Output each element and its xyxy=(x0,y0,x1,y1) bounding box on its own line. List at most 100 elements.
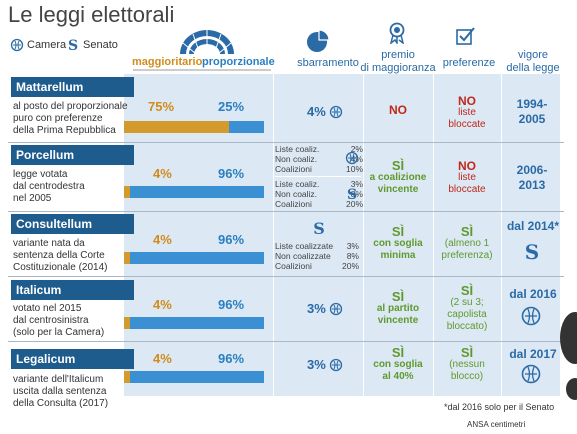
header-vigore-line1: vigore xyxy=(518,49,548,61)
sbarramento-senato-list: Liste coaliz. 3% Non coaliz. 8% Coalizioni… xyxy=(275,179,363,209)
row-separator xyxy=(8,211,564,212)
checkbox-icon xyxy=(456,27,475,45)
law-desc-mattarellum: al posto del proporzionale puro con pref… xyxy=(13,101,141,137)
pref-detail: liste xyxy=(458,172,476,183)
sb-line: Liste coaliz. 2% xyxy=(275,144,363,154)
premio-answer: SÌ xyxy=(391,345,405,360)
premio-answer: SÌ xyxy=(391,158,405,173)
desc-line: della Consulta (2017) xyxy=(13,398,109,409)
sbarramento-value: 3% xyxy=(307,357,343,372)
premio-answer: SÌ xyxy=(391,224,405,239)
vigore-cell: 2006- 2013 xyxy=(504,163,560,193)
preferenze-cell: SÌ (2 su 3; capolista bloccato) xyxy=(433,284,501,333)
desc-line: votato nel 2015 xyxy=(13,303,82,314)
pref-detail: blocco) xyxy=(450,371,484,382)
desc-line: dal centrodestra xyxy=(13,181,85,192)
decorative-blob xyxy=(566,378,577,400)
pct-maggioritario: 4% xyxy=(153,232,172,247)
split-bar xyxy=(124,186,264,198)
bar-fill-maggioritario xyxy=(124,317,130,329)
desc-line: Costituzionale (2014) xyxy=(13,262,108,273)
senato-icon: S xyxy=(313,219,325,237)
premio-cell: SÌ con soglia minima xyxy=(365,224,431,262)
camera-icon xyxy=(10,38,24,52)
footnote: *dal 2016 solo per il Senato xyxy=(444,402,555,412)
pref-detail: bloccate xyxy=(448,184,486,195)
legend-camera-label: Camera xyxy=(27,39,67,51)
pref-answer: SÌ xyxy=(460,345,474,360)
col-divider-4 xyxy=(501,74,502,396)
camera-icon xyxy=(329,358,342,371)
header-preferenze: preferenze xyxy=(442,57,496,69)
sbarramento-pct: 3% xyxy=(307,357,326,372)
header-premio-line2: di maggioranza xyxy=(360,62,436,74)
pref-answer: SÌ xyxy=(460,224,474,239)
header-premio-line1: premio xyxy=(381,49,415,61)
preferenze-cell: NO liste bloccate xyxy=(433,95,501,131)
credits: ANSA centimetri xyxy=(467,420,526,429)
vigore-line: dal 2016 xyxy=(509,287,557,301)
pct-maggioritario: 4% xyxy=(153,166,172,181)
sbarramento-value: 4% xyxy=(307,104,343,119)
preferenze-cell: NO liste bloccate xyxy=(433,160,501,196)
sb-line: Non coaliz. 8% xyxy=(275,189,363,199)
pie-chart-icon xyxy=(307,29,330,52)
law-desc-legalicum: variante dell'Italicum uscita dalla sent… xyxy=(13,374,141,410)
legend-senato: S Senato xyxy=(66,38,118,52)
desc-line: (solo per la Camera) xyxy=(13,327,105,338)
pct-proporzionale: 25% xyxy=(218,99,245,114)
vigore-cell: dal 2016 xyxy=(502,287,564,302)
desc-line: della Prima Repubblica xyxy=(13,125,116,136)
pref-detail: (almeno 1 xyxy=(444,238,490,249)
pref-detail: liste xyxy=(458,107,476,118)
row-separator xyxy=(8,276,564,277)
decorative-blob xyxy=(560,312,577,364)
desc-line: dal centrosinistra xyxy=(13,315,89,326)
vigore-cell: 1994- 2005 xyxy=(504,97,560,127)
camera-icon xyxy=(329,302,342,315)
col-divider-2 xyxy=(363,74,364,396)
desc-line: sentenza della Corte xyxy=(13,250,105,261)
camera-icon xyxy=(521,306,541,326)
premio-detail: a coalizione xyxy=(369,172,427,183)
desc-line: variante nata da xyxy=(13,238,85,249)
vigore-cell: dal 2017 xyxy=(502,347,564,362)
sb-line: Liste coalizzate 3% xyxy=(275,241,359,251)
camera-icon xyxy=(329,105,342,118)
header-sbarramento: sbarramento xyxy=(297,57,359,69)
premio-cell: NO xyxy=(365,104,431,116)
preferenze-cell: SÌ (almeno 1 preferenza) xyxy=(433,224,501,262)
bar-fill-maggioritario xyxy=(124,371,130,383)
camera-icon xyxy=(345,151,359,165)
camera-icon xyxy=(521,364,541,384)
svg-text:S: S xyxy=(347,187,357,201)
pct-proporzionale: 96% xyxy=(218,297,245,312)
header-vigore-line2: della legge xyxy=(506,62,560,74)
header-proporzionale: proporzionale xyxy=(202,56,275,68)
award-icon xyxy=(389,22,405,44)
col-divider-1 xyxy=(273,74,274,396)
vigore-line: 2005 xyxy=(518,112,546,126)
vigore-line: dal 2017 xyxy=(509,347,557,361)
senato-icon: S xyxy=(525,240,539,262)
pct-proporzionale: 96% xyxy=(218,351,245,366)
premio-cell: SÌ al partito vincente xyxy=(365,289,431,327)
bar-fill-maggioritario xyxy=(124,252,130,264)
sb-line: Non coalizzate 8% xyxy=(275,251,359,261)
header-premio: premio di maggioranza xyxy=(358,49,438,75)
header-maggioritario: maggioritario xyxy=(132,56,203,68)
premio-answer: SÌ xyxy=(391,289,405,304)
desc-line: nel 2005 xyxy=(13,193,52,204)
sbarramento-value: 3% xyxy=(307,301,343,316)
pref-detail: bloccato) xyxy=(446,321,488,332)
law-name-consultellum: Consultellum xyxy=(11,214,134,234)
desc-line: puro con preferenze xyxy=(13,113,103,124)
desc-line: legge votata xyxy=(13,169,68,180)
vigore-line: dal 2014* xyxy=(506,219,560,233)
pref-answer: NO xyxy=(458,94,476,108)
pref-detail: (2 su 3; xyxy=(450,297,484,308)
law-name-porcellum: Porcellum xyxy=(11,145,134,165)
vigore-line: 1994- xyxy=(516,97,548,111)
pref-answer: NO xyxy=(458,159,476,173)
sb-line: Liste coaliz. 3% xyxy=(275,179,363,189)
